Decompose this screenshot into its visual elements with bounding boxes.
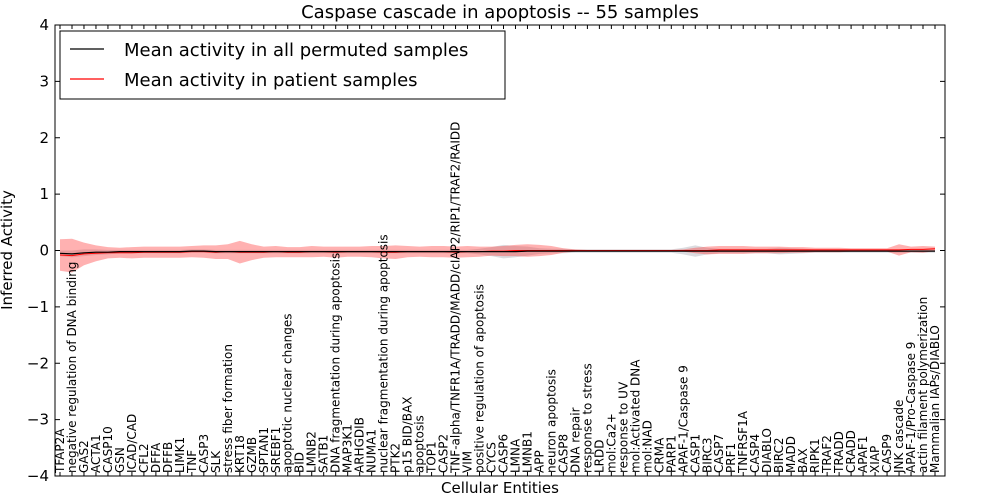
x-tick-label: DFFB: [161, 442, 175, 473]
x-tick-label: neuron apoptosis: [544, 369, 558, 473]
x-tick-label: APAF-1/Caspase 9: [676, 365, 690, 473]
x-tick-label: actin filament polymerization: [916, 297, 930, 473]
x-tick-label: BAX: [796, 448, 810, 473]
x-tick-label: CASP6: [497, 434, 511, 473]
x-tick-label: TNF: [185, 450, 199, 474]
x-tick-label: CASP3: [197, 434, 211, 473]
x-tick-label: TRADD: [832, 431, 846, 474]
y-tick-label: 0: [39, 242, 49, 260]
x-tick-label: ARHGDIB: [353, 417, 367, 473]
x-tick-label: apoptotic nuclear changes: [281, 314, 295, 473]
legend-label-patient: Mean activity in patient samples: [124, 70, 418, 91]
x-tick-label: DNA repair: [568, 407, 582, 473]
x-tick-label: apoptosis: [413, 415, 427, 473]
x-tick-label: CASP2: [437, 434, 451, 473]
x-tick-label: mol:Ca2+: [604, 413, 618, 473]
x-tick-label: positive regulation of apoptosis: [473, 284, 487, 473]
x-tick-label: TNFRSF1A: [736, 410, 750, 474]
x-tick-label: GAS2: [77, 440, 91, 473]
x-tick-label: CYCS: [485, 442, 499, 473]
x-tick-label: SPTAN1: [257, 427, 271, 473]
x-tick-label: CRADD: [844, 430, 858, 473]
x-tick-label: MADD: [784, 436, 798, 473]
x-tick-label: response to UV: [616, 381, 630, 473]
x-tick-label: CASP1: [688, 434, 702, 473]
y-tick-label: −3: [27, 411, 49, 429]
x-tick-label: stress fiber formation: [221, 344, 235, 473]
x-axis-label: Cellular Entities: [441, 479, 559, 497]
x-tick-label: CFL2: [137, 443, 151, 473]
x-tick-label: p15 BID/BAX: [401, 397, 415, 473]
x-tick-label: RIPK1: [808, 438, 822, 473]
chart-title: Caspase cascade in apoptosis -- 55 sampl…: [301, 2, 699, 23]
y-tick-label: 3: [39, 72, 49, 90]
x-tick-label: LMNB2: [305, 431, 319, 473]
x-tick-label: mol:Activated DNA: [628, 359, 642, 473]
x-tick-label: CASP8: [556, 434, 570, 473]
x-tick-label: TFAP2A: [53, 428, 67, 474]
x-tick-label: MAP3K1: [341, 424, 355, 473]
band-patient: [60, 238, 935, 273]
x-tick-label: SATB1: [317, 435, 331, 473]
x-tick-label: BID: [293, 452, 307, 473]
x-tick-label: ICAD/CAD: [125, 414, 139, 473]
x-tick-label: GSN: [113, 447, 127, 473]
x-tick-label: nuclear fragmentation during apoptosis: [377, 234, 391, 473]
x-tick-label: TNF-alpha/TNFR1A/TRADD/MADD/cIAP2/RIP1/T…: [449, 122, 463, 474]
y-tick-label: −4: [27, 467, 49, 485]
y-tick-label: 2: [39, 129, 49, 147]
x-tick-label: DIABLO: [760, 428, 774, 473]
x-tick-label: CASP7: [712, 434, 726, 473]
y-tick-label: 1: [39, 185, 49, 203]
y-tick-label: −2: [27, 354, 49, 372]
x-tick-label: LMNB1: [521, 431, 535, 473]
x-tick-label: BIRC3: [700, 437, 714, 473]
x-tick-label: APAF1: [856, 436, 870, 473]
plot-area: [59, 238, 936, 273]
x-tick-label: APAF-1/Pro-Caspase 9: [904, 342, 918, 473]
x-tick-label: PRF1: [724, 443, 738, 473]
x-tick-label: SLK: [209, 450, 223, 473]
x-tick-label: LRDD: [592, 439, 606, 473]
x-tick-label: BIRC2: [772, 437, 786, 473]
x-tick-label: LIMK1: [173, 437, 187, 473]
x-tick-label: LMNA: [509, 438, 523, 473]
x-tick-label: KRT18: [233, 435, 247, 473]
x-tick-label: CASP9: [880, 434, 894, 473]
line-permuted: [59, 250, 935, 255]
x-tick-label: TOP1: [425, 441, 439, 474]
x-tick-label: JNK cascade: [892, 400, 906, 474]
x-tick-label: CASP10: [101, 426, 115, 473]
x-tick-label: DNA fragmentation during apoptosis: [329, 253, 343, 473]
x-tick-label: CASP4: [748, 434, 762, 473]
x-tick-label: PARP1: [664, 435, 678, 473]
legend-label-permuted: Mean activity in all permuted samples: [124, 40, 468, 61]
x-tick-label: XIAP: [868, 446, 882, 473]
x-tick-label: Mammalian IAPs/DIABLO: [928, 325, 942, 473]
x-tick-label: GZMB: [245, 437, 259, 473]
x-tick-label: VIM: [461, 451, 475, 473]
x-tick-label: DFFA: [149, 442, 163, 473]
x-tick-label: PTK2: [389, 443, 403, 473]
legend-box: [59, 30, 506, 100]
y-tick-label: −1: [27, 298, 49, 316]
x-tick-label: NUMA1: [365, 429, 379, 473]
y-tick-label: 4: [39, 16, 49, 34]
x-tick-label: CRMA: [652, 437, 666, 473]
x-tick-label: response to stress: [580, 363, 594, 473]
legend: Mean activity in all permuted samples Me…: [59, 30, 506, 100]
x-tick-label: negative regulation of DNA binding: [65, 262, 79, 473]
x-tick-label: ACTA1: [89, 434, 103, 473]
x-tick-label: mol:NAD: [640, 420, 654, 473]
x-tick-label: SREBF1: [269, 427, 283, 473]
x-tick-label: TRAF2: [820, 435, 834, 474]
x-tick-label: APP: [533, 450, 547, 473]
y-axis-label: Inferred Activity: [0, 190, 16, 310]
